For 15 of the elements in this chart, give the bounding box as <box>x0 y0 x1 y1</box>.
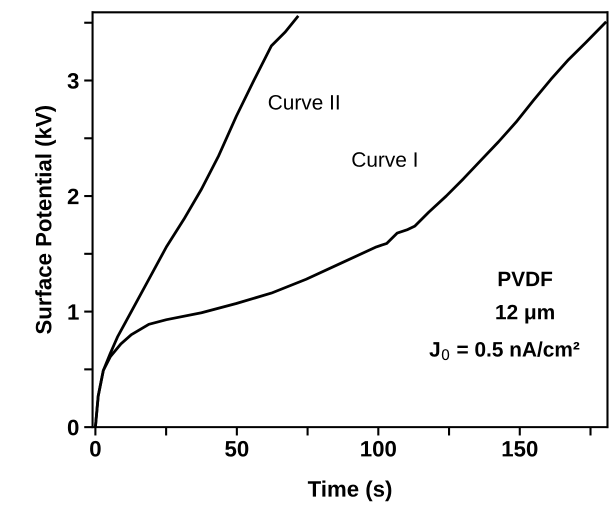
annotation: 12 μm <box>496 304 554 324</box>
y-tick-label: 1 <box>68 304 79 320</box>
x-tick-label: 150 <box>502 440 538 457</box>
y-tick-label: 2 <box>68 188 78 204</box>
x-tick-label: 50 <box>225 440 248 457</box>
series-label: Curve II <box>268 94 339 110</box>
series-label: Curve I <box>352 152 417 167</box>
x-axis-title: Time (s) <box>308 480 392 502</box>
x-tick-label: 100 <box>361 440 396 457</box>
annotation: J$_{0}$ = 0.5 nA/cm² <box>429 341 580 360</box>
y-tick-label: 0 <box>68 420 78 436</box>
x-tick-label: 0 <box>90 440 101 457</box>
y-tick-label: 3 <box>68 73 79 89</box>
y-axis-title: Surface Potential (kV) <box>35 106 56 334</box>
annotation: PVDF <box>498 272 552 286</box>
